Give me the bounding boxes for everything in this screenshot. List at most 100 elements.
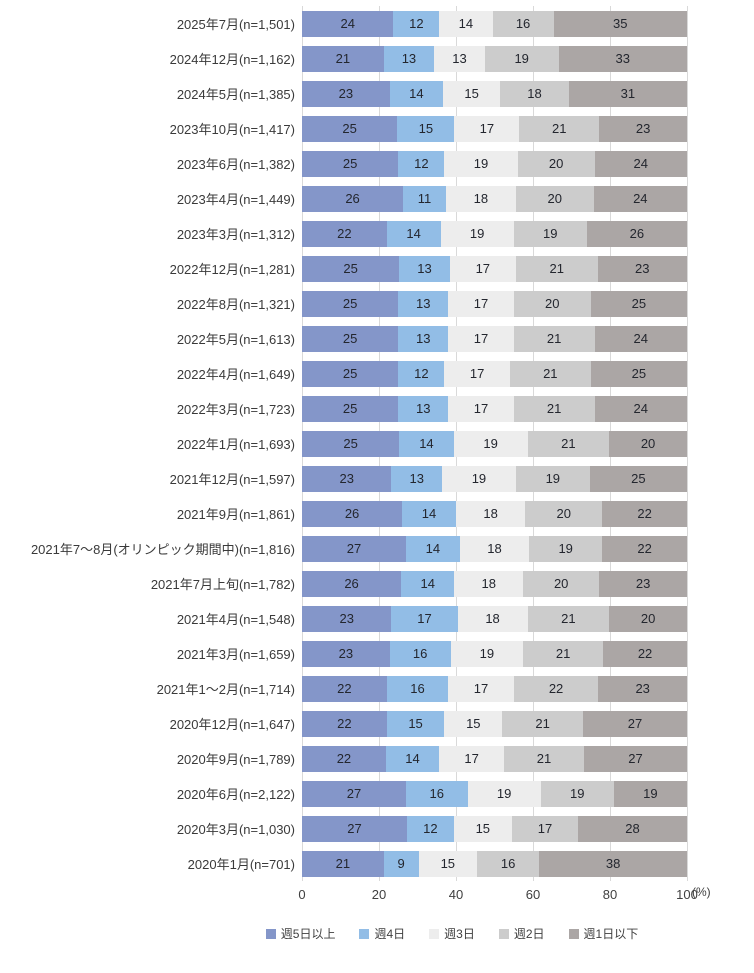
category-label: 2020年3月(n=1,030) [176, 822, 295, 837]
bar-segment-series-1: 15 [386, 710, 445, 737]
bar-segment-series-0: 25 [302, 325, 399, 352]
chart-row: 2023年10月(n=1,417) 25 15 17 21 23 [0, 111, 754, 146]
bar-segment-series-2: 19 [450, 640, 524, 667]
axis-tick-0: 0 [298, 887, 306, 902]
bar-segment-series-1: 13 [383, 45, 435, 72]
chart-row: 2022年12月(n=1,281) 25 13 17 21 23 [0, 251, 754, 286]
bar-segment-series-3: 21 [513, 395, 595, 422]
bar-segment-series-3: 19 [529, 535, 603, 562]
bar-segment-series-4: 24 [593, 185, 687, 212]
stacked-bar: 26 14 18 20 22 [302, 500, 687, 527]
bar-segment-series-2: 17 [448, 675, 514, 702]
bar-segment-series-4: 23 [597, 255, 687, 282]
bar-segment-series-2: 15 [444, 710, 503, 737]
category-label: 2022年3月(n=1,723) [176, 402, 295, 417]
category-label: 2022年5月(n=1,613) [176, 332, 295, 347]
bar-segment-series-2: 15 [453, 815, 512, 842]
bar-segment-series-1: 14 [402, 500, 456, 527]
bar-segment-series-2: 19 [441, 465, 516, 492]
bar-area: 22 15 15 21 27 [302, 706, 687, 741]
bar-segment-series-1: 9 [383, 850, 419, 877]
bar-area: 26 14 18 20 23 [302, 566, 687, 601]
stacked-bar: 21 13 13 19 33 [302, 45, 687, 72]
chart-row: 2021年12月(n=1,597) 23 13 19 19 25 [0, 461, 754, 496]
chart-row: 2022年3月(n=1,723) 25 13 17 21 24 [0, 391, 754, 426]
stacked-bar: 27 14 18 19 22 [302, 535, 687, 562]
bar-area: 25 13 17 21 24 [302, 321, 687, 356]
category-label: 2021年9月(n=1,861) [176, 507, 295, 522]
category-label: 2021年3月(n=1,659) [176, 647, 295, 662]
bar-segment-series-4: 22 [603, 640, 687, 667]
bar-segment-series-4: 24 [594, 395, 687, 422]
bar-area: 21 13 13 19 33 [302, 41, 687, 76]
bar-area: 26 11 18 20 24 [302, 181, 687, 216]
bar-segment-series-2: 18 [454, 570, 524, 597]
bar-segment-series-2: 17 [439, 745, 505, 772]
bar-segment-series-0: 27 [302, 535, 406, 562]
category-label: 2021年12月(n=1,597) [169, 472, 295, 487]
stacked-bar: 25 12 17 21 25 [302, 360, 687, 387]
category-label: 2025年7月(n=1,501) [176, 17, 295, 32]
chart-row: 2023年3月(n=1,312) 22 14 19 19 26 [0, 216, 754, 251]
bar-area: 22 14 17 21 27 [302, 741, 687, 776]
bar-segment-series-0: 27 [302, 780, 406, 807]
bar-segment-series-4: 31 [568, 80, 687, 107]
bar-segment-series-4: 20 [609, 605, 687, 632]
bar-segment-series-1: 14 [399, 430, 454, 457]
bar-segment-series-3: 20 [515, 185, 594, 212]
legend-item-series-3: 週2日 [498, 925, 545, 942]
chart-row: 2021年1〜2月(n=1,714) 22 16 17 22 23 [0, 671, 754, 706]
stacked-bar: 23 14 15 18 31 [302, 80, 687, 107]
bar-area: 27 14 18 19 22 [302, 531, 687, 566]
bar-segment-series-2: 17 [449, 255, 516, 282]
bar-segment-series-4: 25 [589, 465, 687, 492]
bar-segment-series-0: 22 [302, 675, 387, 702]
bar-area: 25 12 17 21 25 [302, 356, 687, 391]
axis-unit-label: (%) [692, 885, 711, 899]
chart-row: 2020年3月(n=1,030) 27 12 15 17 28 [0, 811, 754, 846]
legend-item-series-0: 週5日以上 [265, 925, 335, 942]
bar-area: 23 16 19 21 22 [302, 636, 687, 671]
bar-segment-series-2: 18 [445, 185, 516, 212]
bar-segment-series-3: 21 [509, 360, 591, 387]
bar-segment-series-3: 21 [515, 255, 598, 282]
legend-label: 週3日 [444, 927, 475, 941]
bar-segment-series-1: 13 [391, 465, 442, 492]
bar-segment-series-1: 14 [386, 220, 441, 247]
legend-item-series-4: 週1日以下 [568, 925, 639, 942]
bar-segment-series-4: 19 [613, 780, 687, 807]
bar-segment-series-2: 14 [439, 10, 493, 37]
bar-segment-series-3: 21 [502, 710, 584, 737]
bar-segment-series-3: 17 [511, 815, 579, 842]
bar-area: 25 12 19 20 24 [302, 146, 687, 181]
legend-label: 週1日以下 [583, 927, 639, 941]
bar-segment-series-3: 20 [517, 150, 595, 177]
stacked-bar: 21 9 15 16 38 [302, 850, 687, 877]
bar-area: 26 14 18 20 22 [302, 496, 687, 531]
bar-area: 25 14 19 21 20 [302, 426, 687, 461]
bar-segment-series-3: 19 [515, 465, 590, 492]
chart-row: 2022年5月(n=1,613) 25 13 17 21 24 [0, 321, 754, 356]
bar-area: 27 16 19 19 19 [302, 776, 687, 811]
stacked-bar: 27 16 19 19 19 [302, 780, 687, 807]
bar-segment-series-0: 21 [302, 850, 384, 877]
category-label: 2023年4月(n=1,449) [176, 192, 295, 207]
stacked-bar: 25 14 19 21 20 [302, 430, 687, 457]
bar-area: 25 13 17 21 24 [302, 391, 687, 426]
legend-label: 週4日 [374, 927, 406, 941]
category-label: 2023年3月(n=1,312) [176, 227, 295, 242]
bar-segment-series-0: 25 [302, 290, 399, 317]
bar-segment-series-0: 27 [302, 815, 407, 842]
bar-segment-series-1: 12 [393, 10, 440, 37]
bar-segment-series-2: 17 [448, 290, 514, 317]
chart-row: 2025年7月(n=1,501) 24 12 14 16 35 [0, 6, 754, 41]
bar-segment-series-4: 23 [599, 115, 687, 142]
axis-tick-60: 60 [525, 887, 541, 902]
bar-area: 23 17 18 21 20 [302, 601, 687, 636]
bar-segment-series-0: 26 [302, 570, 402, 597]
bar-segment-series-3: 21 [527, 430, 610, 457]
bar-segment-series-3: 21 [519, 115, 600, 142]
bar-segment-series-2: 15 [418, 850, 477, 877]
bar-segment-series-0: 22 [302, 710, 387, 737]
